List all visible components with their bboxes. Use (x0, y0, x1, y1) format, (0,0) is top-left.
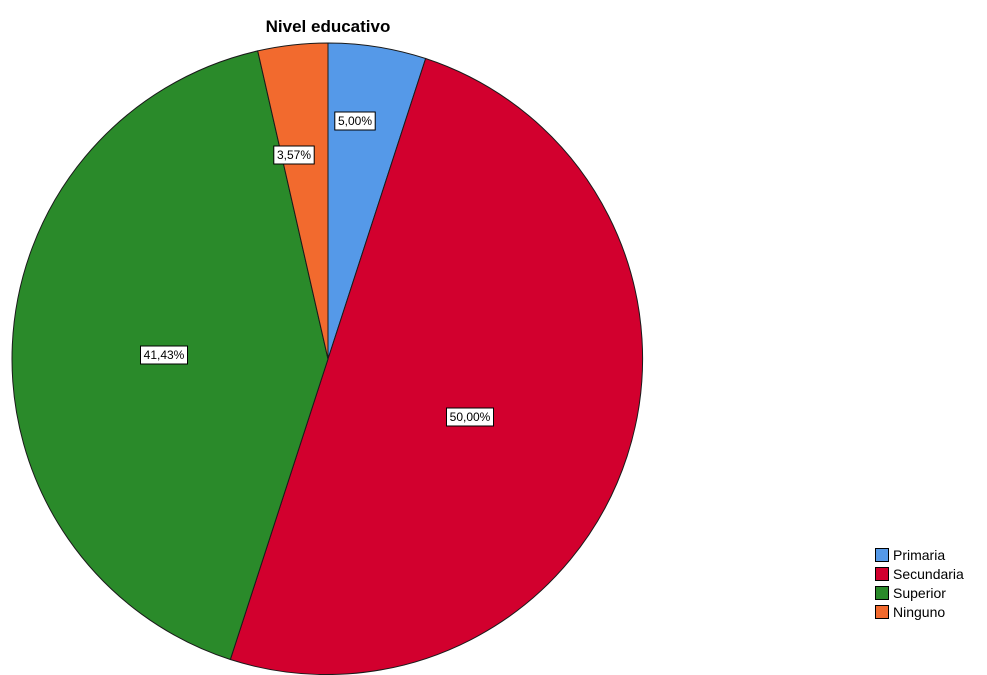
pie-slice-ninguno (257, 42, 329, 360)
data-label-ninguno: 3,57% (273, 145, 315, 165)
data-label-box (273, 145, 315, 165)
legend-swatch (875, 585, 889, 600)
data-label-text: 3,57% (277, 148, 311, 162)
data-label-primaria: 5,00% (334, 111, 376, 131)
data-label-box (446, 407, 494, 427)
pie-data-labels: 5,00% 50,00% 41,43% 3,57% (140, 111, 494, 427)
data-label-text: 41,43% (144, 348, 185, 362)
data-label-superior: 41,43% (140, 345, 188, 365)
legend-item-primaria: Primaria (875, 545, 964, 564)
legend-swatch (875, 566, 889, 581)
data-label-box (140, 345, 188, 365)
pie-slice-secundaria (229, 57, 644, 675)
data-label-text: 50,00% (450, 410, 491, 424)
chart-title: Nivel educativo (265, 17, 391, 36)
legend: Primaria Secundaria Superior Ninguno (875, 545, 964, 621)
legend-label: Secundaria (893, 565, 964, 582)
legend-swatch (875, 604, 889, 619)
legend-label: Ninguno (893, 603, 946, 620)
data-label-secundaria: 50,00% (446, 407, 494, 427)
data-label-text: 5,00% (338, 114, 372, 128)
legend-item-secundaria: Secundaria (875, 564, 964, 583)
legend-swatch (875, 547, 889, 562)
pie-slices (11, 42, 644, 675)
data-label-box (334, 111, 376, 131)
legend-item-ninguno: Ninguno (875, 602, 964, 621)
legend-label: Primaria (893, 546, 946, 563)
legend-label: Superior (893, 584, 946, 601)
legend-item-superior: Superior (875, 583, 964, 602)
